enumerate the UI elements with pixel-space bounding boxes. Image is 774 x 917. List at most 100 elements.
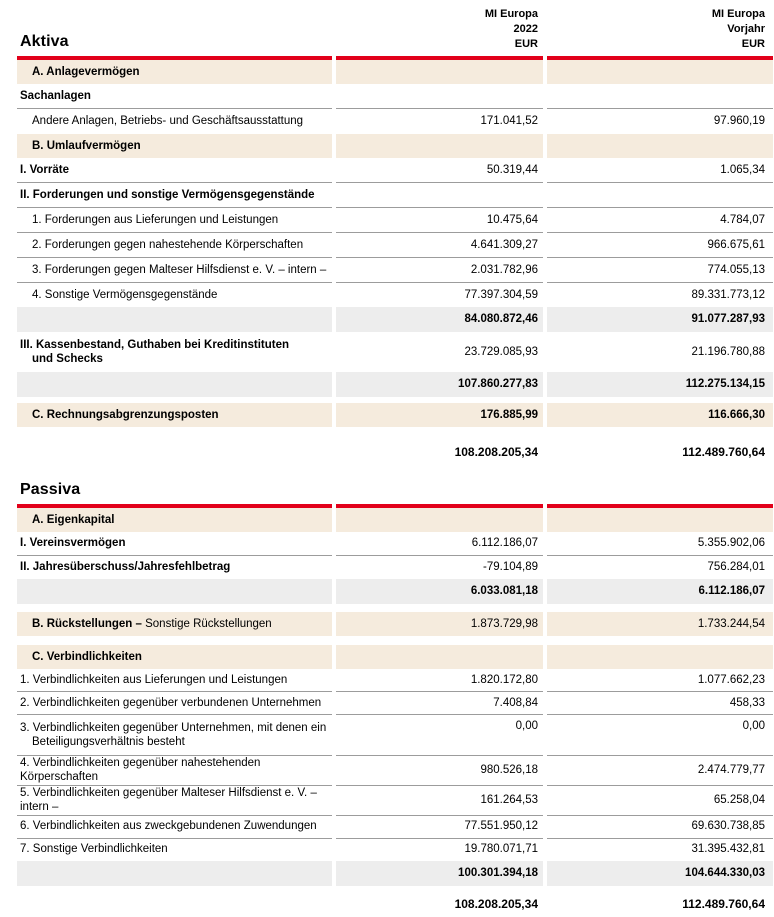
value-vorjahr: 112.489.760,64	[682, 897, 765, 911]
value-2022: 7.408,84	[336, 692, 543, 715]
table-row: 4. Sonstige Vermögensgegenstände 77.397.3…	[17, 283, 773, 307]
value-2022: 108.208.205,34	[454, 897, 538, 911]
row-label: 4. Sonstige Vermögensgegenstände	[32, 288, 218, 301]
table-row: III. Kassenbestand, Guthaben bei Krediti…	[17, 332, 773, 372]
row-label: I. Vereinsvermögen	[17, 532, 332, 556]
table-row: B. Umlaufvermögen	[17, 134, 773, 158]
table-row: 84.080.872,46 91.077.287,93	[17, 307, 773, 332]
row-label: III. Kassenbestand, Guthaben bei Krediti…	[20, 338, 290, 365]
value-vorjahr: 112.489.760,64	[682, 444, 765, 459]
row-label: 3. Forderungen gegen Malteser Hilfsdiens…	[17, 258, 332, 283]
row-label	[17, 579, 332, 604]
value-vorjahr	[547, 183, 773, 208]
value-vorjahr: 91.077.287,93	[547, 307, 773, 332]
value-vorjahr: 97.960,19	[713, 115, 765, 128]
value-vorjahr: 2.474.779,77	[547, 756, 773, 786]
value-2022: 107.860.277,83	[336, 372, 543, 397]
aktiva-header-row: Aktiva MI Europa 2022 EUR MI Europa Vorj…	[17, 0, 773, 56]
value-vorjahr: 116.666,30	[547, 403, 773, 427]
row-label: II. Forderungen und sonstige Vermögensge…	[17, 183, 332, 208]
aktiva-body: A. Anlagevermögen Sachanlagen Andere Anlag…	[17, 60, 773, 464]
value-2022: 77.397.304,59	[464, 288, 538, 301]
row-label	[17, 372, 332, 397]
value-2022: 6.033.081,18	[336, 579, 543, 604]
value-vorjahr: 5.355.902,06	[547, 532, 773, 556]
table-row: B. Rückstellungen – Sonstige Rückstellun…	[17, 612, 773, 636]
value-2022: 2.031.782,96	[336, 258, 543, 283]
table-row: II. Forderungen und sonstige Vermögensge…	[17, 183, 773, 208]
value-vorjahr: 1.065,34	[547, 158, 773, 183]
value-vorjahr: 1.733.244,54	[547, 612, 773, 636]
row-label: Sachanlagen	[17, 84, 332, 109]
value-2022: 19.780.071,71	[464, 843, 538, 856]
balance-sheet-page: { "document": { "colors": { "accent_red"…	[17, 0, 773, 911]
table-row: 2. Verbindlichkeiten gegenüber verbunden…	[17, 692, 773, 715]
table-row: A. Eigenkapital	[17, 508, 773, 532]
table-row: II. Jahresüberschuss/Jahresfehlbetrag -79…	[17, 556, 773, 579]
passiva-title-cell: Passiva	[17, 464, 332, 504]
value-vorjahr: 69.630.738,85	[547, 816, 773, 839]
value-2022: 1.873.729,98	[336, 612, 543, 636]
value-vorjahr: 104.644.330,03	[547, 860, 773, 886]
value-vorjahr: 65.258,04	[547, 786, 773, 816]
value-vorjahr: 21.196.780,88	[691, 345, 765, 358]
table-row: 2. Forderungen gegen nahestehende Körper…	[17, 233, 773, 258]
table-row: I. Vorräte 50.319,44 1.065,34	[17, 158, 773, 183]
table-row: 100.301.394,18 104.644.330,03	[17, 860, 773, 886]
value-vorjahr: 0,00	[547, 715, 773, 756]
table-row: 6.033.081,18 6.112.186,07	[17, 579, 773, 604]
row-label	[17, 860, 332, 886]
row-label: 1. Verbindlichkeiten aus Lieferungen und…	[17, 669, 332, 692]
value-vorjahr: 112.275.134,15	[547, 372, 773, 397]
value-vorjahr: 756.284,01	[707, 561, 765, 574]
row-label	[17, 440, 332, 464]
value-vorjahr	[547, 134, 773, 158]
value-2022: 4.641.309,27	[336, 233, 543, 258]
value-2022: 100.301.394,18	[336, 860, 543, 886]
value-2022	[336, 183, 543, 208]
column-header-2022: MI Europa 2022 EUR	[484, 8, 538, 50]
value-2022: 77.551.950,12	[336, 816, 543, 839]
table-row: 3. Forderungen gegen Malteser Hilfsdiens…	[17, 258, 773, 283]
table-row: Andere Anlagen, Betriebs- und Geschäftsa…	[17, 109, 773, 134]
table-row: 6. Verbindlichkeiten aus zweckgebundenen…	[17, 816, 773, 839]
spacer-row	[17, 886, 773, 893]
row-label: C. Rechnungsabgrenzungsposten	[17, 403, 332, 427]
passiva-header-row: Passiva	[17, 464, 773, 504]
table-row: A. Anlagevermögen	[17, 60, 773, 84]
row-label: A. Eigenkapital	[17, 508, 332, 532]
table-row: 5. Verbindlichkeiten gegenüber Malteser …	[17, 786, 773, 816]
row-label: 4. Verbindlichkeiten gegenüber nahestehe…	[17, 756, 332, 786]
row-label: Andere Anlagen, Betriebs- und Geschäftsa…	[32, 115, 304, 128]
value-2022: 6.112.186,07	[336, 532, 543, 556]
value-2022: 1.820.172,80	[336, 669, 543, 692]
passiva-body: A. Eigenkapital I. Vereinsvermögen 6.112.1…	[17, 508, 773, 917]
value-vorjahr: 89.331.773,12	[691, 288, 765, 301]
row-label: II. Jahresüberschuss/Jahresfehlbetrag	[20, 561, 231, 574]
passiva-table: Passiva A. Eigenkapital I. Vereinsvermöge…	[13, 464, 774, 917]
value-2022: 23.729.085,93	[464, 345, 538, 358]
value-2022: 84.080.872,46	[336, 307, 543, 332]
value-vorjahr: 6.112.186,07	[547, 579, 773, 604]
table-row: 1. Forderungen aus Lieferungen und Leist…	[17, 208, 773, 233]
row-label: B. Umlaufvermögen	[17, 134, 332, 158]
aktiva-title-cell: Aktiva	[17, 0, 332, 56]
value-vorjahr	[547, 60, 773, 84]
row-label: 6. Verbindlichkeiten aus zweckgebundenen…	[17, 816, 332, 839]
value-2022: 171.041,52	[480, 115, 538, 128]
row-label: I. Vorräte	[17, 158, 332, 183]
value-2022: 50.319,44	[336, 158, 543, 183]
row-label: 2. Forderungen gegen nahestehende Körper…	[17, 233, 332, 258]
row-label: A. Anlagevermögen	[17, 60, 332, 84]
table-row: 7. Sonstige Verbindlichkeiten 19.780.071,…	[17, 839, 773, 861]
table-row: C. Verbindlichkeiten	[17, 645, 773, 669]
row-label: 7. Sonstige Verbindlichkeiten	[20, 843, 168, 856]
value-2022	[336, 134, 543, 158]
value-vorjahr	[547, 508, 773, 532]
value-2022	[336, 84, 543, 109]
value-vorjahr: 31.395.432,81	[691, 843, 765, 856]
spacer-row	[17, 604, 773, 612]
spacer-row	[17, 427, 773, 440]
row-label: 5. Verbindlichkeiten gegenüber Malteser …	[17, 786, 332, 816]
table-row: C. Rechnungsabgrenzungsposten 176.885,99 1…	[17, 403, 773, 427]
